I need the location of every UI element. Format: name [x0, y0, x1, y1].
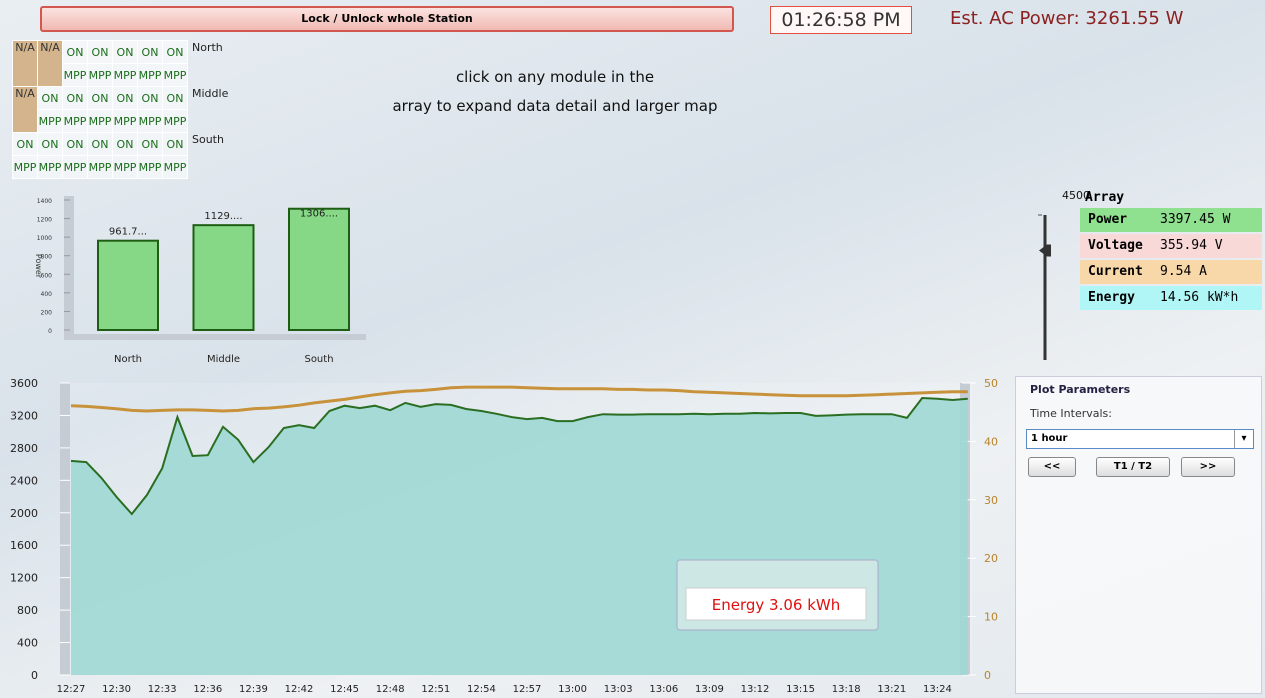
array-row: Voltage 355.94 V: [1080, 234, 1262, 258]
y-tick-label: 0: [48, 328, 52, 335]
x-tick-label: 12:36: [193, 684, 222, 695]
category-label: South: [304, 354, 333, 365]
y-tick-label: 2800: [10, 442, 38, 455]
x-tick-label: 12:30: [102, 684, 131, 695]
row-value: 3397.45 W: [1160, 208, 1230, 232]
x-tick-label: 12:45: [330, 684, 359, 695]
interval-select[interactable]: 1 hour ▾: [1026, 429, 1254, 449]
bar: [98, 241, 158, 330]
interval-label: Time Intervals:: [1030, 407, 1112, 420]
value-label: 1129....: [204, 211, 242, 222]
x-tick-label: 13:15: [786, 684, 815, 695]
x-tick-label: 13:06: [649, 684, 678, 695]
y-tick-label: 400: [41, 291, 53, 298]
y-tick-label: 2400: [10, 474, 38, 487]
y-tick-label: 1200: [37, 217, 52, 224]
category-label: North: [114, 354, 142, 365]
y-tick-label: 800: [17, 604, 38, 617]
array-row: Energy 14.56 kW*h: [1080, 286, 1262, 310]
x-tick-label: 13:24: [923, 684, 952, 695]
row-value: 355.94 V: [1160, 234, 1223, 258]
row-label: Voltage: [1088, 234, 1143, 258]
t1t2-button[interactable]: T1 / T2: [1096, 457, 1170, 477]
dropdown-arrow: ▾: [1234, 430, 1253, 448]
x-tick-label: 12:27: [57, 684, 86, 695]
bar: [194, 225, 254, 330]
x-tick-label: 13:18: [832, 684, 861, 695]
y-tick-label: 1200: [10, 572, 38, 585]
y2-tick-label: 40: [984, 435, 998, 448]
x-tick-label: 12:51: [421, 684, 450, 695]
y-tick-label: 1000: [37, 235, 52, 242]
y2-tick-label: 10: [984, 611, 998, 624]
plot-parameters: Plot Parameters Time Intervals: 1 hour▾ …: [1015, 376, 1262, 694]
x-tick-label: 12:57: [513, 684, 542, 695]
category-label: Middle: [207, 354, 240, 365]
x-tick-label: 13:21: [877, 684, 906, 695]
next-button[interactable]: >>: [1181, 457, 1235, 477]
bar: [289, 209, 349, 330]
panel-title: Plot Parameters: [1030, 383, 1130, 396]
array-row: Power 3397.45 W: [1080, 208, 1262, 232]
interval-value: 1 hour: [1031, 433, 1067, 444]
y2-tick-label: 20: [984, 552, 998, 565]
x-tick-label: 13:09: [695, 684, 724, 695]
row-label: Power: [1088, 208, 1127, 232]
x-tick-label: 13:00: [558, 684, 587, 695]
base-strip: [64, 334, 366, 340]
y-tick-label: 1400: [37, 198, 52, 205]
x-tick-label: 12:39: [239, 684, 268, 695]
row-label: Current: [1088, 260, 1143, 284]
energy-label: Energy 3.06 kWh: [712, 596, 840, 614]
row-label: Energy: [1088, 286, 1135, 310]
x-tick-label: 12:33: [148, 684, 177, 695]
y-axis-label: Power: [34, 254, 43, 279]
y-tick-label: 3600: [10, 377, 38, 390]
value-label: 961.7...: [109, 227, 147, 238]
prev-button[interactable]: <<: [1028, 457, 1076, 477]
y2-tick-label: 0: [984, 669, 991, 682]
y-tick-label: 1600: [10, 539, 38, 552]
y-tick-label: 0: [31, 669, 38, 682]
axis-strip: [64, 196, 74, 336]
x-tick-label: 13:03: [604, 684, 633, 695]
dashboard: Lock / Unlock whole Station 01:26:58 PM …: [0, 0, 1265, 698]
y-tick-label: 400: [17, 637, 38, 650]
row-value: 14.56 kW*h: [1160, 286, 1238, 310]
value-label: 1306....: [300, 209, 338, 220]
gauge-thumb: [1039, 245, 1051, 257]
y-tick-label: 3200: [10, 409, 38, 422]
y-strip: [60, 383, 70, 675]
array-row: Current 9.54 A: [1080, 260, 1262, 284]
x-tick-label: 12:48: [376, 684, 405, 695]
x-tick-label: 13:12: [741, 684, 770, 695]
y2-tick-label: 30: [984, 494, 998, 507]
x-tick-label: 12:42: [285, 684, 314, 695]
array-title: Array: [1085, 190, 1124, 205]
row-value: 9.54 A: [1160, 260, 1207, 284]
y-tick-label: 200: [41, 309, 53, 316]
x-tick-label: 12:54: [467, 684, 496, 695]
y-tick-label: 2000: [10, 507, 38, 520]
y2-tick-label: 50: [984, 377, 998, 390]
